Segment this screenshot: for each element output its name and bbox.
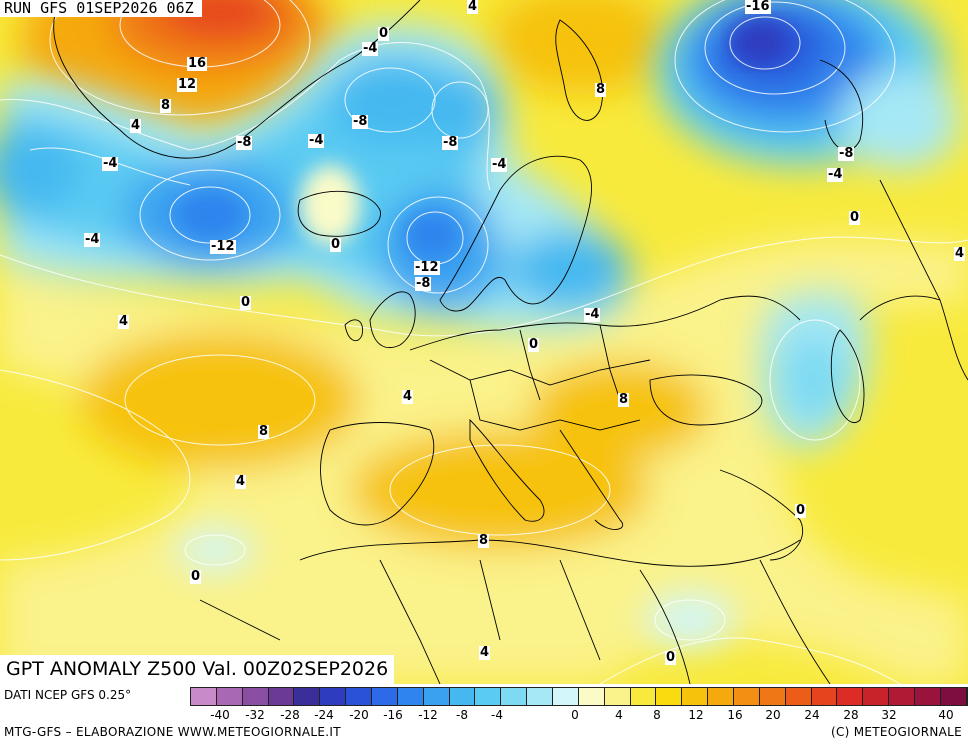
contour-label: -4: [102, 156, 119, 171]
colorbar-cell: [449, 688, 476, 705]
colorbar-cell: [397, 688, 424, 705]
contour-label: 4: [479, 645, 491, 660]
colorbar-cell: [915, 688, 941, 705]
contour-label: 0: [240, 295, 252, 310]
contour-label: 4: [118, 314, 130, 329]
colorbar-cell: [889, 688, 916, 705]
colorbar-cell: [811, 688, 838, 705]
contour-label: 12: [177, 77, 198, 92]
contour-label: 8: [595, 82, 607, 97]
contour-label: 4: [467, 0, 479, 14]
colorbar-ticks: -40 -32 -28 -24 -20 -16 -12 -8 -4 0 4 8 12 16 20 24 28 32…: [190, 708, 966, 722]
colorbar-tick-label: -8: [456, 708, 468, 722]
contour-label: 0: [795, 503, 807, 518]
colorbar-tick-label: 40: [938, 708, 954, 722]
colorbar: [190, 687, 968, 706]
contour-label: -4: [308, 133, 325, 148]
contour-label: -8: [236, 135, 253, 150]
colorbar-cell: [940, 688, 967, 705]
contour-label: -8: [352, 114, 369, 129]
contour-label: -16: [745, 0, 771, 14]
field-title: GPT ANOMALY Z500 Val. 00Z02SEP2026: [0, 655, 395, 684]
colorbar-cell: [294, 688, 321, 705]
contour-label: 0: [330, 237, 342, 252]
colorbar-cell: [242, 688, 269, 705]
colorbar-cell: [656, 688, 683, 705]
colorbar-cell: [346, 688, 373, 705]
colorbar-cell: [682, 688, 709, 705]
contour-label: 4: [402, 389, 414, 404]
contour-label: -4: [84, 232, 101, 247]
colorbar-tick-label: 0: [571, 708, 579, 722]
colorbar-tick-label: -32: [245, 708, 265, 722]
colorbar-cell: [191, 688, 217, 705]
anomaly-map: [0, 0, 968, 684]
contour-label: -12: [210, 239, 236, 254]
contour-label: 4: [235, 474, 247, 489]
colorbar-tick-label: 4: [615, 708, 623, 722]
contour-label: 8: [258, 424, 270, 439]
contour-label: -4: [491, 157, 508, 172]
contour-label: 8: [618, 392, 630, 407]
colorbar-cell: [759, 688, 786, 705]
colorbar-tick-label: -12: [418, 708, 438, 722]
contour-label: 0: [665, 650, 677, 665]
colorbar-tick-label: 12: [688, 708, 704, 722]
colorbar-tick-label: 8: [653, 708, 661, 722]
colorbar-tick-label: 32: [881, 708, 897, 722]
colorbar-tick-label: -28: [280, 708, 300, 722]
colorbar-cell: [708, 688, 735, 705]
credit-right: (C) METEOGIORNALE: [830, 725, 962, 739]
contour-label: -8: [442, 135, 459, 150]
colorbar-cell: [837, 688, 864, 705]
colorbar-cell: [320, 688, 347, 705]
coastlines: [53, 0, 968, 684]
colorbar-tick-label: -40: [210, 708, 230, 722]
contour-label: 0: [528, 337, 540, 352]
colorbar-tick-label: 20: [765, 708, 781, 722]
colorbar-cell: [423, 688, 450, 705]
colorbar-tick-label: -20: [349, 708, 369, 722]
colorbar-cell: [578, 688, 605, 705]
colorbar-cell: [604, 688, 631, 705]
contour-label: 16: [187, 56, 208, 71]
contour-label: 4: [130, 118, 142, 133]
contour-label: -8: [415, 276, 432, 291]
contour-label: 8: [160, 98, 172, 113]
colorbar-cell: [553, 688, 579, 705]
contour-label: 0: [378, 26, 390, 41]
contour-label: 0: [190, 569, 202, 584]
credit-left: MTG-GFS – ELABORAZIONE WWW.METEOGIORNALE…: [4, 725, 341, 739]
colorbar-cell: [475, 688, 502, 705]
colorbar-tick-label: -24: [314, 708, 334, 722]
colorbar-tick-label: 24: [804, 708, 820, 722]
colorbar-cell: [734, 688, 760, 705]
colorbar-tick-label: 16: [727, 708, 743, 722]
contour-label: 4: [954, 246, 966, 261]
colorbar-cell: [863, 688, 890, 705]
colorbar-cell: [630, 688, 657, 705]
contour-label: -4: [584, 307, 601, 322]
colorbar-tick-label: -16: [383, 708, 403, 722]
colorbar-tick-label: -4: [491, 708, 503, 722]
colorbar-cell: [372, 688, 398, 705]
colorbar-cell: [216, 688, 243, 705]
contour-label: -4: [362, 41, 379, 56]
colorbar-tick-label: 28: [843, 708, 859, 722]
colorbar-cell: [268, 688, 295, 705]
run-title: RUN GFS 01SEP2026 06Z: [0, 0, 202, 17]
contour-label: -8: [838, 146, 855, 161]
contour-label: -12: [414, 260, 440, 275]
contour-label: -4: [827, 167, 844, 182]
data-source-label: DATI NCEP GFS 0.25°: [4, 688, 132, 702]
colorbar-cell: [501, 688, 528, 705]
contour-label: 8: [478, 533, 490, 548]
colorbar-cell: [527, 688, 554, 705]
contour-label: 0: [849, 210, 861, 225]
colorbar-cell: [785, 688, 812, 705]
